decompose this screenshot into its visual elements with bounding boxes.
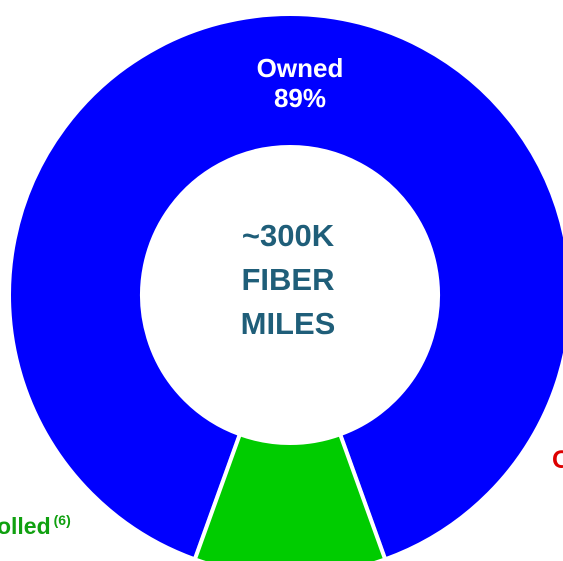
center-label-line-1: ~300K — [241, 218, 335, 253]
donut-slice-controlled — [192, 431, 388, 561]
owned-slice-value: 89% — [273, 83, 327, 113]
controlled-footnote-marker: (6) — [53, 512, 71, 528]
controlled-slice-name: rolled — [0, 513, 51, 539]
center-label-line-2: FIBER — [241, 262, 335, 297]
owned-slice-name: Owned — [256, 53, 344, 83]
controlled-slice-label: rolled(6) — [0, 512, 71, 540]
owned-slice-label: Owned 89% — [236, 53, 364, 113]
donut-center-label: ~300K FIBER MILES — [188, 214, 388, 346]
center-label-line-3: MILES — [240, 306, 336, 341]
donut-slice-owned — [7, 12, 563, 561]
other-slice-label: O — [552, 446, 563, 474]
